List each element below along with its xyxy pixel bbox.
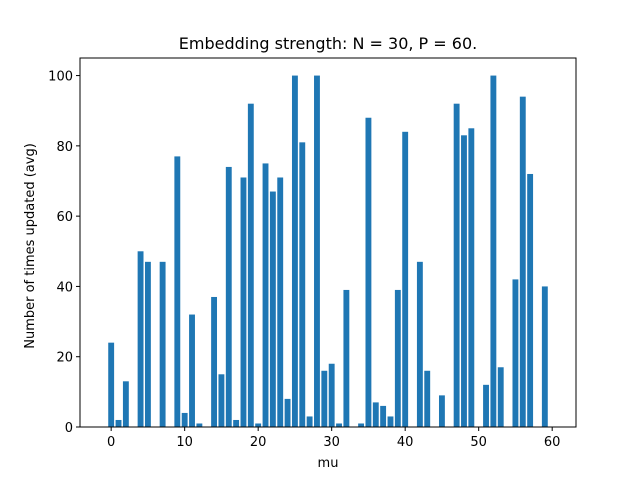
bar-mu-21 xyxy=(262,163,269,427)
bar-mu-40 xyxy=(402,131,409,428)
bar-mu-36 xyxy=(372,402,379,427)
bar-mu-48 xyxy=(461,135,467,427)
bar-mu-38 xyxy=(387,416,394,427)
bar-mu-22 xyxy=(269,191,276,427)
bar-mu-43 xyxy=(424,370,431,427)
bar-mu-20 xyxy=(255,423,262,427)
bar-mu-53 xyxy=(497,367,504,427)
y-axis-label: Number of times updated (avg) xyxy=(23,143,38,349)
bar-mu-17 xyxy=(233,419,240,427)
bar-mu-18 xyxy=(240,177,247,427)
bar-mu-12 xyxy=(196,423,203,427)
y-tick-label: 40 xyxy=(56,280,73,295)
x-tick-label: 0 xyxy=(107,435,115,450)
y-tick-label: 100 xyxy=(48,70,73,85)
x-tick-label: 30 xyxy=(323,435,340,450)
bar-mu-35 xyxy=(365,117,372,428)
bar-mu-15 xyxy=(218,374,225,427)
x-tick-label: 20 xyxy=(250,435,267,450)
bar-mu-31 xyxy=(336,423,342,427)
y-tick-label: 60 xyxy=(56,210,73,225)
bar-mu-51 xyxy=(483,384,489,427)
bar-mu-14 xyxy=(211,296,218,427)
bar-mu-25 xyxy=(291,75,298,427)
plot-frame xyxy=(79,57,577,428)
bar-mu-34 xyxy=(358,423,365,427)
chart-title: Embedding strength: N = 30, P = 60. xyxy=(179,34,477,53)
y-tick-label: 80 xyxy=(56,140,73,155)
y-tick-label: 20 xyxy=(56,351,73,366)
bar-mu-2 xyxy=(122,381,129,427)
bar-mu-5 xyxy=(144,261,151,427)
bar-mu-52 xyxy=(490,75,497,427)
bar-mu-24 xyxy=(284,398,291,427)
x-axis-label: mu xyxy=(318,456,339,471)
bar-mu-45 xyxy=(438,395,445,427)
bar-mu-59 xyxy=(541,286,548,427)
bar-mu-29 xyxy=(321,370,328,427)
bar-mu-9 xyxy=(174,156,181,427)
x-axis-ticks: 0 10 20 30 40 50 60 xyxy=(107,427,560,450)
bar-mu-26 xyxy=(299,142,306,427)
x-tick-label: 40 xyxy=(397,435,414,450)
bar-mu-16 xyxy=(225,166,232,427)
bar-mu-23 xyxy=(277,177,284,427)
bar-mu-39 xyxy=(394,289,401,427)
bar-mu-47 xyxy=(453,103,460,427)
bar-mu-11 xyxy=(189,314,195,427)
bar-mu-49 xyxy=(468,128,475,428)
bar-mu-56 xyxy=(519,96,526,427)
bar-mu-7 xyxy=(159,261,166,427)
bar-mu-28 xyxy=(314,75,320,427)
y-axis-ticks: 0 20 40 60 80 100 xyxy=(48,70,80,436)
bar-mu-19 xyxy=(247,103,254,427)
bars-group xyxy=(108,75,548,428)
x-tick-label: 10 xyxy=(176,435,193,450)
bar-mu-1 xyxy=(115,419,122,427)
x-tick-label: 60 xyxy=(544,435,561,450)
bar-mu-30 xyxy=(328,363,335,427)
bar-mu-37 xyxy=(380,405,387,427)
bar-mu-57 xyxy=(527,173,534,427)
x-tick-label: 50 xyxy=(470,435,487,450)
bar-mu-55 xyxy=(512,279,519,427)
y-tick-label: 0 xyxy=(65,421,73,436)
bar-mu-4 xyxy=(137,251,144,427)
bar-mu-27 xyxy=(306,416,313,427)
bar-mu-0 xyxy=(108,342,115,427)
bar-mu-42 xyxy=(416,261,423,427)
bar-mu-32 xyxy=(343,289,350,427)
bar-mu-10 xyxy=(181,412,188,427)
